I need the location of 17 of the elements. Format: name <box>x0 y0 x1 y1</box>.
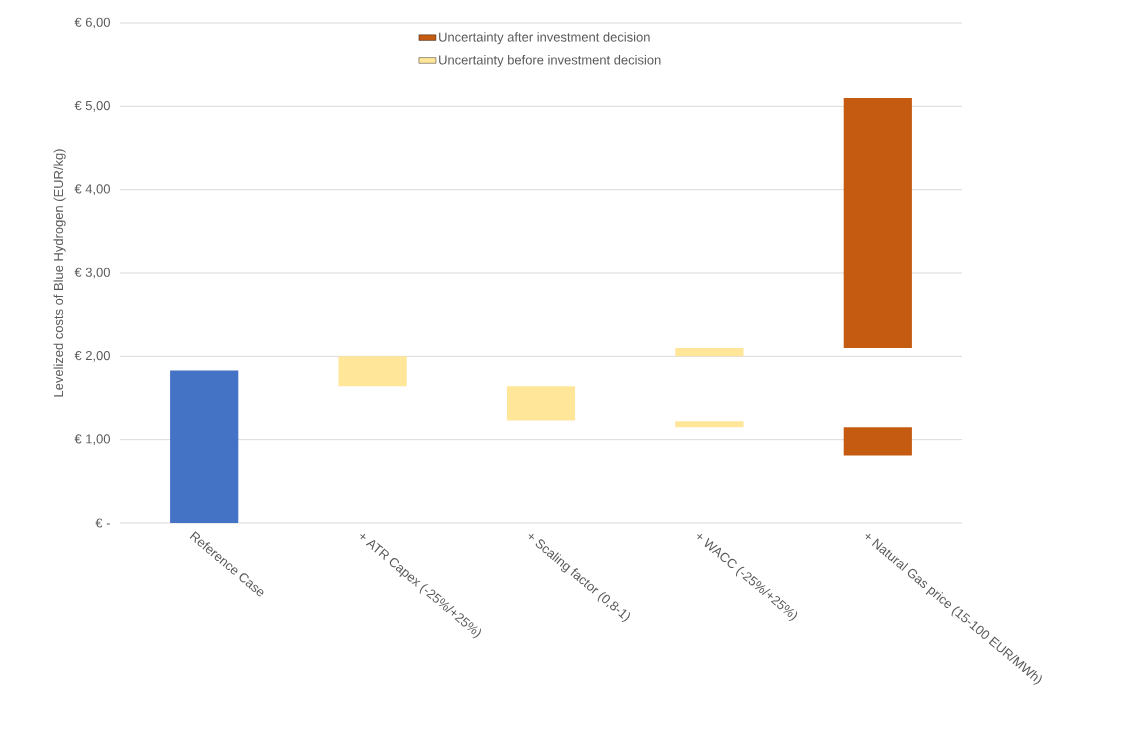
bar <box>506 386 576 421</box>
y-tick-label: € 4,00 <box>74 184 110 196</box>
legend-label: Uncertainty after investment decision <box>439 32 650 45</box>
y-tick-label: € 2,00 <box>74 350 110 362</box>
bar <box>675 348 744 357</box>
bar <box>338 356 407 387</box>
y-axis-title: Levelized costs of Blue Hydrogen (EUR/kg) <box>53 149 66 397</box>
y-tick-label: € 5,00 <box>74 100 110 112</box>
y-tick-label: € - <box>95 518 110 528</box>
bar <box>843 98 912 348</box>
bar <box>170 370 239 523</box>
y-tick-label: € 3,00 <box>74 267 110 279</box>
bar <box>843 427 912 456</box>
y-tick-label: € 1,00 <box>74 434 110 446</box>
legend-label: Uncertainty before investment decision <box>439 55 661 68</box>
y-tick-label: € 6,00 <box>74 17 110 29</box>
bar <box>675 421 744 428</box>
